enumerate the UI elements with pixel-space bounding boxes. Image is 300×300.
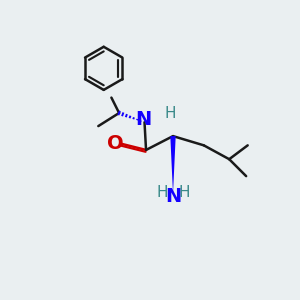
Polygon shape [170,136,176,194]
Text: N: N [135,110,151,129]
Text: H: H [164,106,176,121]
Text: O: O [107,134,124,152]
Text: H: H [157,185,168,200]
Text: N: N [166,188,182,206]
Text: H: H [179,185,190,200]
